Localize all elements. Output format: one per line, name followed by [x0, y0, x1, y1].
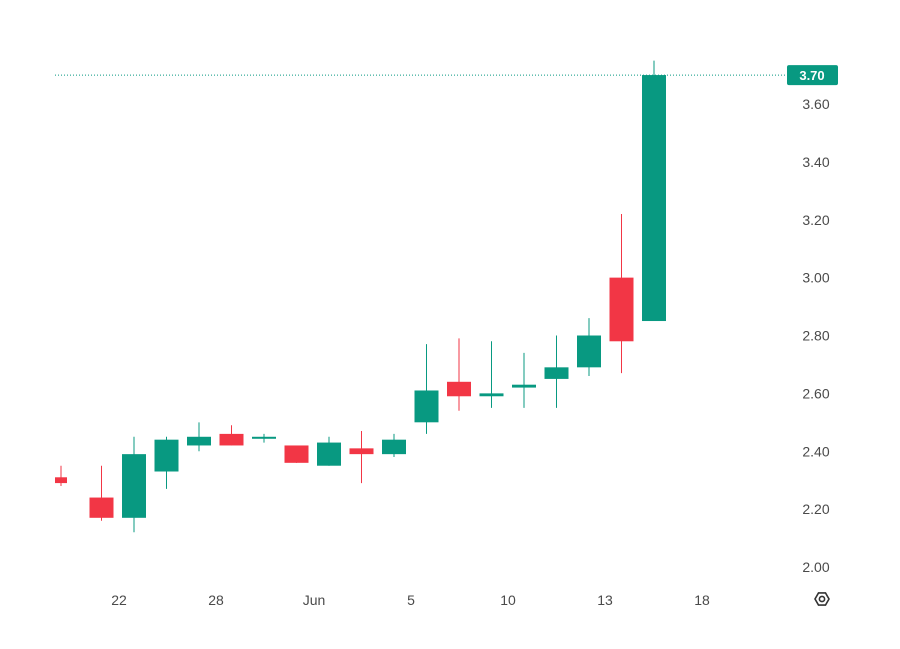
y-tick-label: 2.00 — [802, 559, 829, 575]
last-price-label: 3.70 — [799, 68, 824, 83]
candle — [154, 436, 179, 489]
y-tick-label: 3.20 — [802, 212, 829, 228]
candle — [382, 433, 406, 458]
candle-body — [89, 497, 114, 518]
candle-body — [122, 454, 146, 518]
y-tick-label: 3.40 — [802, 154, 829, 170]
candle — [219, 425, 244, 446]
candle-body — [252, 436, 276, 439]
candle — [55, 465, 67, 486]
x-tick-label: 10 — [500, 592, 516, 608]
candle-body — [382, 439, 406, 455]
candle-body — [414, 390, 439, 423]
y-tick-label: 3.60 — [802, 96, 829, 112]
candles-layer — [55, 60, 666, 533]
y-tick-label: 2.20 — [802, 501, 829, 517]
y-tick-label: 3.00 — [802, 270, 829, 286]
candle-body — [317, 442, 341, 466]
candle-body — [55, 477, 67, 484]
x-tick-label: 5 — [407, 592, 415, 608]
candle — [544, 335, 569, 408]
candle — [577, 318, 601, 377]
y-tick-label: 2.40 — [802, 443, 829, 459]
x-tick-label: Jun — [303, 592, 326, 608]
candle — [317, 436, 341, 466]
candle — [447, 338, 471, 411]
candle — [187, 422, 211, 452]
candle — [252, 433, 276, 443]
candle — [349, 430, 374, 484]
last-price-badge: 3.70 — [787, 65, 838, 86]
x-axis: 22 28 Jun 5 10 13 18 — [111, 592, 710, 608]
candle-body — [577, 335, 601, 368]
candle-body — [642, 75, 666, 322]
candle — [89, 465, 114, 521]
candle-body — [544, 367, 569, 379]
x-tick-label: 22 — [111, 592, 127, 608]
y-tick-label: 2.60 — [802, 385, 829, 401]
candle-body — [609, 277, 634, 342]
candle-body — [447, 381, 471, 397]
candle-body — [154, 439, 179, 472]
x-tick-label: 18 — [694, 592, 710, 608]
candle — [122, 436, 146, 533]
candle-body — [219, 433, 244, 446]
x-tick-label: 28 — [208, 592, 224, 608]
candle — [284, 445, 309, 463]
candle-body — [284, 445, 309, 463]
gear-icon[interactable] — [814, 592, 830, 606]
y-tick-label: 2.80 — [802, 328, 829, 344]
x-tick-label: 13 — [597, 592, 613, 608]
candle — [479, 341, 504, 408]
y-axis: 2.00 2.20 2.40 2.60 2.80 3.00 3.20 3.40 3.60 — [802, 96, 829, 575]
candle-body — [512, 384, 536, 388]
candle-body — [479, 393, 504, 397]
candle — [414, 344, 439, 434]
last-price-badge-bg — [787, 65, 838, 86]
candle — [512, 352, 536, 408]
candle-body — [187, 436, 211, 446]
candle — [609, 213, 634, 374]
candle-body — [349, 448, 374, 455]
candle — [642, 60, 666, 322]
